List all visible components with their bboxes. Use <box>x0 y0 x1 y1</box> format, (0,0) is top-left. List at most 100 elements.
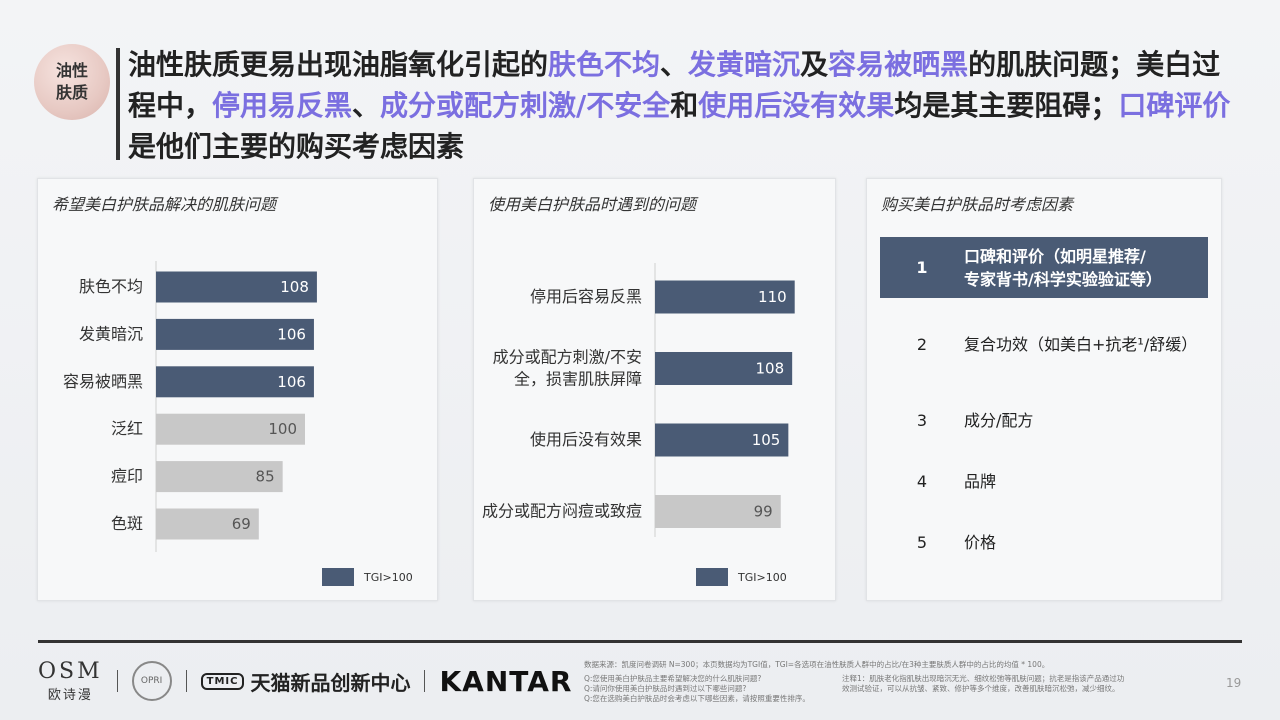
factor-label: 复合功效（如美白+抗老¹/舒缓） <box>964 333 1208 356</box>
title-text: 和 <box>670 89 699 122</box>
bar <box>655 423 789 457</box>
kantar-logo: KANTAR <box>439 664 573 698</box>
title-text: 及 <box>800 48 829 81</box>
legend: TGI>100 <box>696 568 787 586</box>
category-label: 发黄暗沉 <box>79 324 143 343</box>
title-text: 均是其主要阻碍； <box>894 89 1119 122</box>
factor-label-line: 品牌 <box>964 472 997 491</box>
category-label: 使用后没有效果 <box>530 430 642 449</box>
factor-label-line: 复合功效（如美白+抗老¹/舒缓） <box>964 335 1198 354</box>
bar-value-label: 110 <box>758 288 787 306</box>
bar <box>156 461 283 493</box>
factor-label-line: 价格 <box>964 533 997 552</box>
title-text: 、 <box>660 48 689 81</box>
category-label: 泛红 <box>111 419 143 438</box>
legend-swatch <box>696 568 728 586</box>
bar-value-label: 85 <box>256 468 275 486</box>
category-label: 成分或配方闷痘或致痘 <box>482 502 642 521</box>
bar-value-label: 106 <box>277 325 306 343</box>
title-text: 是他们主要的购买考虑因素 <box>128 130 465 163</box>
footer-logos: OSM 欧诗漫 OPRI TMIC 天猫新品创新中心 KANTAR <box>38 656 572 706</box>
title-highlight: 发黄暗沉 <box>688 48 801 81</box>
page-title: 油性肤质更易出现油脂氧化引起的肤色不均、发黄暗沉及容易被晒黑的肌肤问题；美白过程… <box>128 44 1238 167</box>
category-label: 全，损害肌肤屏障 <box>514 370 642 389</box>
panel-skin-problems: 希望美白护肤品解决的肌肤问题 108 肤色不均 106 发黄暗沉 106 容易被晒黑 100… <box>37 178 438 601</box>
question-notes: Q:您使用美白护肤品主要希望解决您的什么肌肤问题? Q:请问你使用美白护肤品时遇… <box>584 674 834 704</box>
bar-value-label: 106 <box>277 373 306 391</box>
factor-label: 口碑和评价（如明星推荐/专家背书/科学实验验证等） <box>964 245 1208 291</box>
factor-label-line: 口碑和评价（如明星推荐/ <box>964 246 1146 266</box>
category-label: 痘印 <box>111 467 143 486</box>
osm-logo: OSM 欧诗漫 <box>38 658 103 703</box>
logo-separator <box>185 670 187 692</box>
factor-label: 价格 <box>964 531 1208 554</box>
footer-divider <box>38 640 1242 643</box>
factor-item: 5 价格 <box>880 512 1208 573</box>
research-seal-logo: OPRI <box>131 661 172 701</box>
legend-swatch <box>322 568 354 586</box>
category-label: 色斑 <box>111 514 143 533</box>
footnote-line-1: 注释1：肌肤老化指肌肤出现暗沉无光、细纹松弛等肌肤问题；抗老是指该产品通过功 <box>842 674 1125 683</box>
title-text: 、 <box>352 89 381 122</box>
title-highlight: 肤色不均 <box>548 48 661 81</box>
bar-value-label: 100 <box>268 420 297 438</box>
panel-title: 希望美白护肤品解决的肌肤问题 <box>52 195 277 214</box>
factor-label-line: 专家背书/科学实验验证等） <box>964 269 1162 289</box>
bar-value-label: 99 <box>754 503 773 521</box>
bar <box>655 280 795 314</box>
seal-text: OPRI <box>140 676 163 686</box>
footnote: 注释1：肌肤老化指肌肤出现暗沉无光、细纹松弛等肌肤问题；抗老是指该产品通过功 效… <box>842 674 1202 694</box>
category-label: 成分或配方刺激/不安 <box>493 348 642 367</box>
factor-item: 1 口碑和评价（如明星推荐/专家背书/科学实验验证等） <box>880 237 1208 298</box>
bar <box>156 271 317 303</box>
panel-title: 购买美白护肤品时考虑因素 <box>881 195 1074 214</box>
title-text: 的肌肤问题；美白过程中， <box>128 48 1221 122</box>
bar <box>655 495 781 528</box>
logo-separator <box>116 670 118 692</box>
tmic-icon: TMIC <box>200 672 245 690</box>
bar <box>156 508 259 540</box>
logo-separator <box>424 670 426 692</box>
factor-rank: 2 <box>916 335 928 354</box>
badge-text: 油性肤质 <box>55 61 88 102</box>
factor-rank: 4 <box>916 472 928 491</box>
title-text: 油性肤质更易出现油脂氧化引起的 <box>128 48 549 81</box>
category-label: 容易被晒黑 <box>63 372 143 391</box>
title-highlight: 容易被晒黑 <box>828 48 969 81</box>
bar <box>156 366 314 398</box>
oily-skin-badge: 油性肤质 <box>34 44 110 120</box>
factor-item: 3 成分/配方 <box>880 390 1208 451</box>
factor-item: 2 复合功效（如美白+抗老¹/舒缓） <box>880 314 1208 375</box>
question-3: Q:您在选购美白护肤品时会考虑以下哪些因素，请按照重要性排序。 <box>584 694 810 703</box>
factor-label: 品牌 <box>964 470 1208 493</box>
bar-value-label: 69 <box>232 515 251 533</box>
factor-rank: 3 <box>916 411 928 430</box>
bar <box>655 352 793 385</box>
title-highlight: 停用易反黑 <box>212 89 353 122</box>
chart-usage-problems: 110 停用后容易反黑 108 成分或配方刺激/不安全，损害肌肤屏障 105 使用后没有效… <box>482 263 795 537</box>
question-2: Q:请问你使用美白护肤品时遇到过以下哪些问题? <box>584 684 747 693</box>
category-label: 停用后容易反黑 <box>530 287 642 306</box>
bar <box>156 413 305 445</box>
question-1: Q:您使用美白护肤品主要希望解决您的什么肌肤问题? <box>584 674 762 683</box>
title-accent-bar <box>116 48 120 160</box>
tmic-text: 天猫新品创新中心 <box>250 670 411 695</box>
bar <box>156 318 314 350</box>
panel-title: 使用美白护肤品时遇到的问题 <box>488 195 697 214</box>
legend: TGI>100 <box>322 568 413 586</box>
factor-rank: 1 <box>916 258 928 277</box>
legend-label: TGI>100 <box>738 570 787 584</box>
page-number: 19 <box>1226 676 1242 690</box>
bar-value-label: 108 <box>756 360 785 378</box>
factor-item: 4 品牌 <box>880 451 1208 512</box>
legend-label: TGI>100 <box>364 570 413 584</box>
footnote-line-2: 效测试验证，可以从抗皱、紧致、修护等多个维度，改善肌肤暗沉松弛，减少细纹。 <box>842 684 1120 693</box>
factor-rank: 5 <box>916 533 928 552</box>
title-highlight: 使用后没有效果 <box>698 89 895 122</box>
category-label: 肤色不均 <box>79 277 143 296</box>
osm-logo-cn: 欧诗漫 <box>47 687 93 703</box>
osm-logo-en: OSM <box>38 658 103 684</box>
data-source-note: 数据来源：凯度问卷调研 N=300；本页数据均为TGI值，TGI=各选项在油性肤… <box>584 660 1050 669</box>
panel-usage-problems: 使用美白护肤品时遇到的问题 110 停用后容易反黑 108 成分或配方刺激/不安全，损… <box>473 178 836 601</box>
chart-skin-problems: 108 肤色不均 106 发黄暗沉 106 容易被晒黑 100 泛红 85 痘印 69 色斑 <box>63 261 317 552</box>
